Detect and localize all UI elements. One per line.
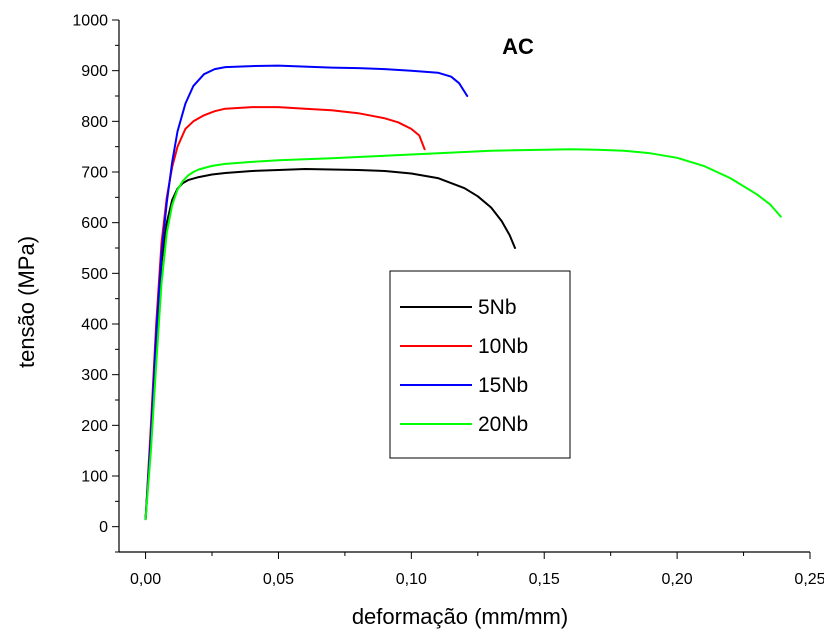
legend-label-5Nb: 5Nb: [478, 296, 517, 319]
y-tick-label: 600: [81, 215, 108, 232]
legend-label-10Nb: 10Nb: [478, 335, 528, 358]
legend-box: [389, 270, 571, 459]
y-axis-title: tensão (MPa): [14, 236, 39, 368]
y-tick-label: 700: [81, 165, 108, 182]
chart-title: AC: [502, 34, 534, 59]
series-line-15Nb: [144, 64, 469, 521]
y-tick-label: 300: [81, 367, 108, 384]
legend: 5Nb 10Nb 15Nb 20Nb: [389, 270, 571, 459]
y-tick-label: 800: [81, 114, 108, 131]
y-tick-label: 1000: [72, 13, 108, 30]
series-lines: [144, 64, 782, 521]
legend-label-20Nb: 20Nb: [478, 413, 528, 436]
y-tick-label: 0: [99, 519, 108, 536]
y-tick-label: 100: [81, 469, 108, 486]
legend-label-15Nb: 15Nb: [478, 374, 528, 397]
x-tick-label: 0,20: [662, 571, 693, 588]
x-tick-label: 0,15: [529, 571, 560, 588]
series-line-5Nb: [144, 168, 516, 521]
x-tick-label: 0,25: [794, 571, 824, 588]
x-axis-title: deformação (mm/mm): [352, 604, 568, 629]
y-tick-label: 500: [81, 266, 108, 283]
series-line-20Nb: [144, 148, 782, 521]
tick-marks: [112, 19, 811, 559]
y-tick-label: 400: [81, 317, 108, 334]
tick-labels: 0 100 200 300 400 500 600 700 800 900 1000 0,00 0,05…: [72, 13, 824, 589]
plot-axes: [118, 20, 810, 553]
x-tick-label: 0,05: [263, 571, 294, 588]
y-tick-label: 900: [81, 63, 108, 80]
x-tick-label: 0,10: [396, 571, 427, 588]
y-tick-label: 200: [81, 418, 108, 435]
x-tick-label: 0,00: [130, 571, 161, 588]
